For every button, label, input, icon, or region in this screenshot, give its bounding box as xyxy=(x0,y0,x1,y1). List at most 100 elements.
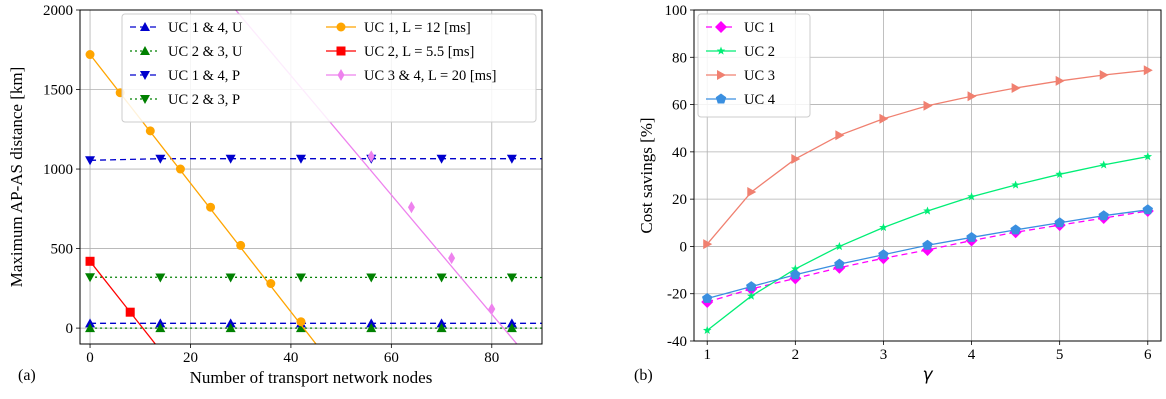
panel-label-b: (b) xyxy=(634,367,653,384)
data-point xyxy=(366,318,377,328)
data-point xyxy=(296,317,306,327)
legend: UC 1 & 4, U UC 2 & 3, U UC 1 & 4, P UC 2 & … xyxy=(121,13,537,123)
legend-label: UC 2 & 3, P xyxy=(168,92,240,108)
series-3 xyxy=(703,65,1153,250)
data-point xyxy=(746,281,757,292)
y-axis-label: Maximum AP-AS distance [km] xyxy=(7,67,26,288)
data-point xyxy=(145,126,155,136)
data-point xyxy=(703,239,713,250)
data-point xyxy=(967,91,977,102)
legend-entry: UC 2 & 3, U xyxy=(130,44,243,60)
legend-label: UC 1 & 4, U xyxy=(168,20,243,36)
data-point xyxy=(407,201,415,214)
legend-label: UC 3 & 4, L = 20 [ms] xyxy=(364,68,497,84)
legend-marker xyxy=(336,46,346,56)
data-point xyxy=(791,264,800,273)
data-point xyxy=(506,318,517,328)
data-point xyxy=(506,154,517,164)
x-tick-label: 5 xyxy=(1056,347,1064,363)
x-tick-label: 1 xyxy=(703,347,711,363)
x-tick-label: 0 xyxy=(86,350,94,366)
y-tick-label: 1500 xyxy=(43,83,73,99)
legend-entry: UC 1 & 4, U xyxy=(130,20,243,36)
data-point xyxy=(746,291,756,300)
data-point xyxy=(879,113,889,124)
y-tick-label: 20 xyxy=(672,192,687,208)
data-point xyxy=(878,249,889,260)
data-point xyxy=(879,223,888,232)
data-point xyxy=(966,231,977,242)
legend-entry: UC 4 xyxy=(706,92,776,108)
axes-frame xyxy=(79,9,543,345)
legend-marker xyxy=(715,21,727,33)
data-point xyxy=(436,154,447,164)
x-tick-label: 80 xyxy=(484,350,499,366)
legend-box xyxy=(697,13,811,118)
data-point xyxy=(295,323,306,333)
data-point xyxy=(155,318,166,328)
legend-entry: UC 3 & 4, L = 20 [ms] xyxy=(326,68,497,84)
legend-marker xyxy=(140,46,150,55)
axis-ticks: 0 20 40 60 80 0 500 1000 1500 2000 xyxy=(43,3,499,366)
legend-entry: UC 2 xyxy=(706,44,775,60)
x-tick-label: 6 xyxy=(1144,347,1152,363)
legend-label: UC 1 & 4, P xyxy=(168,68,240,84)
data-point xyxy=(1055,169,1064,178)
series-2 xyxy=(85,323,542,333)
data-point xyxy=(225,273,236,283)
data-point xyxy=(85,323,96,333)
data-point xyxy=(506,273,517,283)
data-point xyxy=(225,154,236,164)
data-point xyxy=(835,130,845,141)
data-point xyxy=(85,318,96,328)
data-point xyxy=(1143,152,1153,161)
panel-label-a: (a) xyxy=(18,367,36,384)
legend-entry: UC 1 & 4, P xyxy=(130,68,240,84)
y-axis-label: Cost savings [%] xyxy=(637,117,656,233)
data-point xyxy=(506,323,517,333)
data-point xyxy=(155,323,166,333)
y-tick-label: 60 xyxy=(672,98,687,114)
x-axis-label: Number of transport network nodes xyxy=(190,368,433,387)
data-point xyxy=(967,192,976,201)
data-point xyxy=(236,240,246,250)
series-line xyxy=(89,260,156,344)
data-point xyxy=(1011,83,1021,94)
series-2 xyxy=(702,152,1153,335)
data-point xyxy=(85,50,95,60)
legend-marker xyxy=(140,71,150,80)
legend-marker xyxy=(337,69,345,81)
data-point xyxy=(922,239,933,250)
data-point xyxy=(747,187,757,198)
data-point xyxy=(436,273,447,283)
chart-panel-b: 1 2 3 4 5 6 -40 -20 0 20 40 60 80 100 γ Cost savings [%… xyxy=(637,3,1162,385)
data-point xyxy=(701,292,713,303)
legend-marker xyxy=(716,46,726,55)
data-point xyxy=(266,279,276,289)
y-tick-label: 40 xyxy=(672,145,687,161)
data-point xyxy=(923,100,933,111)
legend-label: UC 3 xyxy=(744,68,775,84)
series-1 xyxy=(701,204,1154,308)
data-point xyxy=(1143,65,1153,76)
series-4 xyxy=(701,204,1154,303)
legend-marker xyxy=(715,93,727,104)
legend-label: UC 4 xyxy=(744,92,776,108)
plot-area xyxy=(701,65,1154,335)
data-point xyxy=(1099,160,1109,169)
data-point xyxy=(225,318,236,328)
data-point xyxy=(436,318,447,328)
data-point xyxy=(1010,224,1021,235)
data-point xyxy=(85,273,96,283)
legend-label: UC 1, L = 12 [ms] xyxy=(364,20,471,36)
chart-panel-a: 0 20 40 60 80 0 500 1000 1500 2000 Number of trans… xyxy=(7,3,543,387)
y-tick-label: 100 xyxy=(665,3,688,19)
legend-marker xyxy=(140,22,150,31)
data-point xyxy=(702,325,712,335)
data-point xyxy=(367,150,375,163)
data-point xyxy=(1011,180,1020,189)
data-point xyxy=(1054,217,1065,228)
data-point xyxy=(923,206,932,215)
series-3 xyxy=(85,154,542,166)
x-tick-label: 40 xyxy=(283,350,298,366)
